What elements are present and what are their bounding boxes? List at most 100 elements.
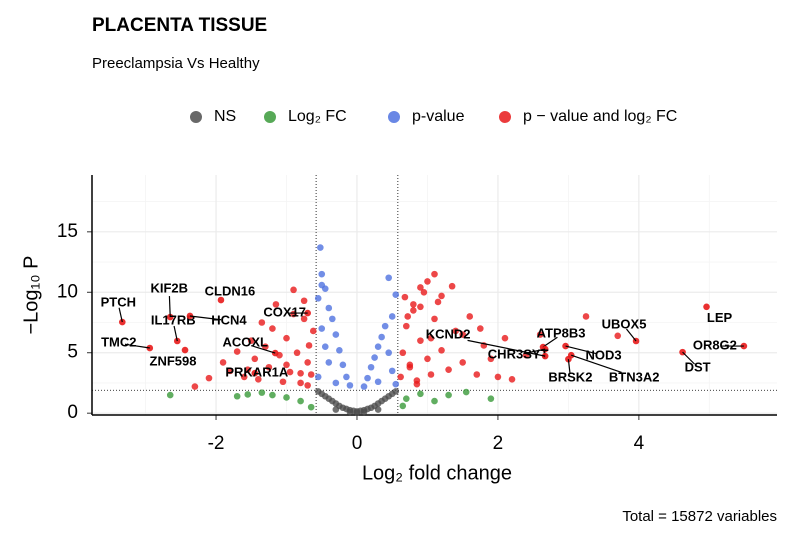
point <box>374 343 382 350</box>
point <box>431 315 438 323</box>
point <box>438 347 445 354</box>
point <box>392 291 400 298</box>
gene-label: TMC2 <box>101 334 136 349</box>
point <box>487 355 495 363</box>
point <box>477 325 484 332</box>
label-connector <box>565 345 597 355</box>
point <box>371 354 378 361</box>
point <box>388 367 396 375</box>
point <box>226 367 234 375</box>
point <box>388 313 396 320</box>
y-tick-label: 0 <box>67 402 78 423</box>
gene-label: KIF2B <box>150 281 188 296</box>
point <box>614 332 622 340</box>
label-connector <box>189 315 222 321</box>
grid: -2 0 2 4 0 5 10 15 <box>57 175 777 454</box>
label-point <box>541 352 549 360</box>
point <box>307 403 315 411</box>
gene-label: LEP <box>707 310 733 325</box>
point <box>336 347 343 354</box>
point <box>459 359 466 366</box>
point <box>325 304 333 312</box>
point <box>417 390 424 398</box>
point <box>297 379 304 387</box>
point <box>283 334 290 342</box>
point <box>307 371 315 378</box>
point <box>293 349 301 357</box>
point <box>536 331 544 338</box>
gene-label: COX17 <box>263 305 306 320</box>
point <box>403 322 410 330</box>
point <box>417 303 424 311</box>
point <box>385 274 392 282</box>
point <box>392 380 400 388</box>
points <box>166 244 622 416</box>
point <box>258 319 266 326</box>
point <box>360 383 368 390</box>
legend-label: p-value <box>412 108 465 125</box>
point <box>290 286 297 294</box>
point <box>309 327 317 335</box>
point <box>397 373 404 381</box>
label-connector <box>682 351 695 365</box>
point <box>417 337 424 344</box>
point <box>438 292 445 300</box>
point <box>367 363 375 371</box>
point <box>191 383 199 390</box>
point <box>343 373 350 381</box>
point <box>314 295 322 302</box>
point <box>219 359 227 366</box>
label-connector <box>124 343 150 349</box>
point <box>255 376 262 383</box>
point <box>332 331 340 338</box>
point <box>424 278 431 285</box>
gene-label: OR8G2 <box>693 338 737 353</box>
point <box>286 368 294 376</box>
point <box>346 408 354 416</box>
point <box>445 366 452 373</box>
label-connector <box>173 325 178 342</box>
point <box>406 363 414 371</box>
label-point <box>119 318 126 326</box>
legend-label: NS <box>214 108 236 125</box>
point <box>385 349 392 357</box>
legend-marker <box>190 111 202 123</box>
x-tick-label: -2 <box>208 433 225 454</box>
gene-label: CLDN16 <box>205 283 256 298</box>
point <box>399 349 407 357</box>
legend-marker <box>264 111 276 123</box>
point <box>265 363 273 371</box>
caption: Total = 15872 variables <box>622 508 777 525</box>
point <box>305 342 313 349</box>
point <box>445 391 452 399</box>
point <box>325 359 333 366</box>
gene-label: UBOX5 <box>602 316 647 331</box>
gene-label: ZNF598 <box>150 354 197 369</box>
point <box>240 373 248 381</box>
point <box>297 397 304 405</box>
point <box>466 313 474 320</box>
point <box>339 361 347 369</box>
point <box>404 313 412 320</box>
gene-label: ATP8B3 <box>537 325 586 340</box>
label-point <box>703 303 710 311</box>
point <box>244 366 252 373</box>
point <box>314 373 322 381</box>
point <box>392 388 400 395</box>
x-axis-title: Log₂ fold change <box>362 462 512 484</box>
point <box>452 327 459 335</box>
point <box>283 394 290 401</box>
gene-label: KCND2 <box>426 327 471 342</box>
point <box>360 408 368 416</box>
point <box>318 281 326 289</box>
legend-label: Log₂ FC <box>288 108 347 125</box>
point <box>487 395 495 402</box>
point <box>262 343 269 350</box>
legend-marker <box>388 111 400 123</box>
point <box>300 297 308 305</box>
chart-subtitle: Preeclampsia Vs Healthy <box>92 55 260 72</box>
point <box>434 298 442 306</box>
label-connector <box>168 296 171 318</box>
point <box>283 361 290 369</box>
point <box>448 282 456 290</box>
